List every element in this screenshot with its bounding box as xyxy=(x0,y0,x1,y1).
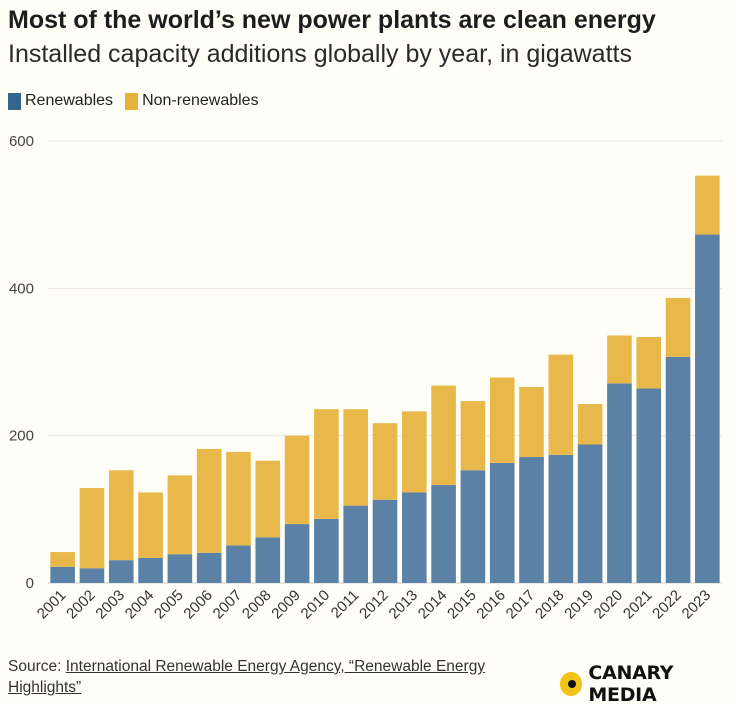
bar-renewables xyxy=(372,499,398,583)
bar-renewables xyxy=(460,470,486,583)
bar-non-renewables xyxy=(460,401,486,471)
bar-renewables xyxy=(607,383,632,583)
bar-non-renewables xyxy=(372,423,398,500)
bar-renewables xyxy=(577,444,603,583)
bar-renewables xyxy=(138,557,163,583)
x-tick-label: 2012 xyxy=(356,587,392,623)
bar-renewables xyxy=(548,454,574,583)
legend-item-renewables: Renewables xyxy=(8,92,113,110)
bar-renewables xyxy=(167,554,193,583)
bar-non-renewables xyxy=(196,448,222,553)
x-tick-label: 2001 xyxy=(34,587,70,623)
bar-non-renewables xyxy=(665,297,691,357)
source-prefix: Source: xyxy=(8,658,66,675)
bar-non-renewables xyxy=(314,409,339,519)
y-tick-label: 600 xyxy=(9,133,34,150)
bar-renewables xyxy=(108,560,134,583)
bar-renewables xyxy=(284,524,310,583)
x-tick-label: 2021 xyxy=(620,587,656,623)
x-tick-label: 2019 xyxy=(561,587,597,623)
x-tick-label: 2015 xyxy=(444,587,480,623)
bar-renewables xyxy=(196,552,222,583)
bar-renewables xyxy=(50,566,75,583)
legend-label-non-renewables: Non-renewables xyxy=(142,92,259,109)
y-tick-label: 0 xyxy=(26,575,34,592)
x-tick-label: 2022 xyxy=(649,587,685,623)
bar-renewables xyxy=(401,492,427,583)
x-tick-label: 2008 xyxy=(239,587,275,623)
brand-name: CANARY MEDIA xyxy=(588,662,674,706)
x-tick-label: 2023 xyxy=(679,587,715,623)
x-tick-label: 2011 xyxy=(328,587,363,622)
canary-dot-icon xyxy=(560,672,583,696)
bar-non-renewables xyxy=(255,460,281,538)
x-tick-label: 2013 xyxy=(386,587,422,623)
bar-renewables xyxy=(489,462,515,583)
bar-renewables xyxy=(226,545,251,583)
bar-non-renewables xyxy=(50,552,75,567)
bar-non-renewables xyxy=(138,492,163,558)
bar-non-renewables xyxy=(548,354,574,455)
x-tick-label: 2006 xyxy=(180,587,216,623)
y-tick-label: 400 xyxy=(9,280,34,297)
bar-renewables xyxy=(343,505,369,583)
bar-non-renewables xyxy=(695,175,720,235)
bar-renewables xyxy=(431,485,456,583)
bar-non-renewables xyxy=(401,411,427,493)
x-tick-label: 2007 xyxy=(210,587,246,623)
bar-non-renewables xyxy=(519,387,544,458)
legend-swatch-non-renewables xyxy=(125,92,139,110)
x-tick-label: 2005 xyxy=(151,587,187,623)
bar-non-renewables xyxy=(167,475,193,555)
bar-non-renewables xyxy=(489,377,515,463)
bar-non-renewables xyxy=(226,451,251,546)
bar-renewables xyxy=(255,537,281,583)
bar-non-renewables xyxy=(636,336,662,389)
bar-non-renewables xyxy=(343,409,369,506)
chart-subtitle: Installed capacity additions globally by… xyxy=(8,40,632,68)
legend: Renewables Non-renewables xyxy=(8,92,271,110)
brand-logo[interactable]: CANARY MEDIA xyxy=(560,662,737,706)
bar-non-renewables xyxy=(79,487,105,569)
bar-renewables xyxy=(695,234,720,583)
x-tick-label: 2020 xyxy=(591,587,627,623)
x-tick-label: 2003 xyxy=(92,587,128,623)
x-tick-label: 2018 xyxy=(532,587,568,623)
bar-non-renewables xyxy=(108,470,134,561)
x-tick-label: 2010 xyxy=(298,587,334,623)
legend-swatch-renewables xyxy=(8,92,21,110)
bar-renewables xyxy=(519,457,544,583)
legend-item-non-renewables: Non-renewables xyxy=(125,92,259,110)
bar-non-renewables xyxy=(431,385,456,486)
legend-label-renewables: Renewables xyxy=(25,92,114,109)
x-tick-label: 2016 xyxy=(473,587,509,623)
y-tick-label: 200 xyxy=(9,428,34,445)
bar-renewables xyxy=(665,356,691,583)
x-tick-label: 2009 xyxy=(268,587,304,623)
stacked-bar-chart: 0200400600200120022003200420052006200720… xyxy=(9,133,722,623)
x-tick-label: 2002 xyxy=(63,587,99,623)
chart-title: Most of the world’s new power plants are… xyxy=(8,6,656,34)
x-tick-label: 2004 xyxy=(122,587,158,623)
x-tick-label: 2014 xyxy=(415,587,451,623)
bar-renewables xyxy=(79,568,105,583)
bar-renewables xyxy=(636,388,662,583)
bar-renewables xyxy=(314,518,339,583)
source-note: Source: International Renewable Energy A… xyxy=(8,656,528,698)
source-link[interactable]: International Renewable Energy Agency, “… xyxy=(8,658,486,696)
bar-non-renewables xyxy=(607,335,632,384)
x-tick-label: 2017 xyxy=(503,587,539,623)
bar-non-renewables xyxy=(284,435,310,525)
bar-non-renewables xyxy=(577,403,603,445)
